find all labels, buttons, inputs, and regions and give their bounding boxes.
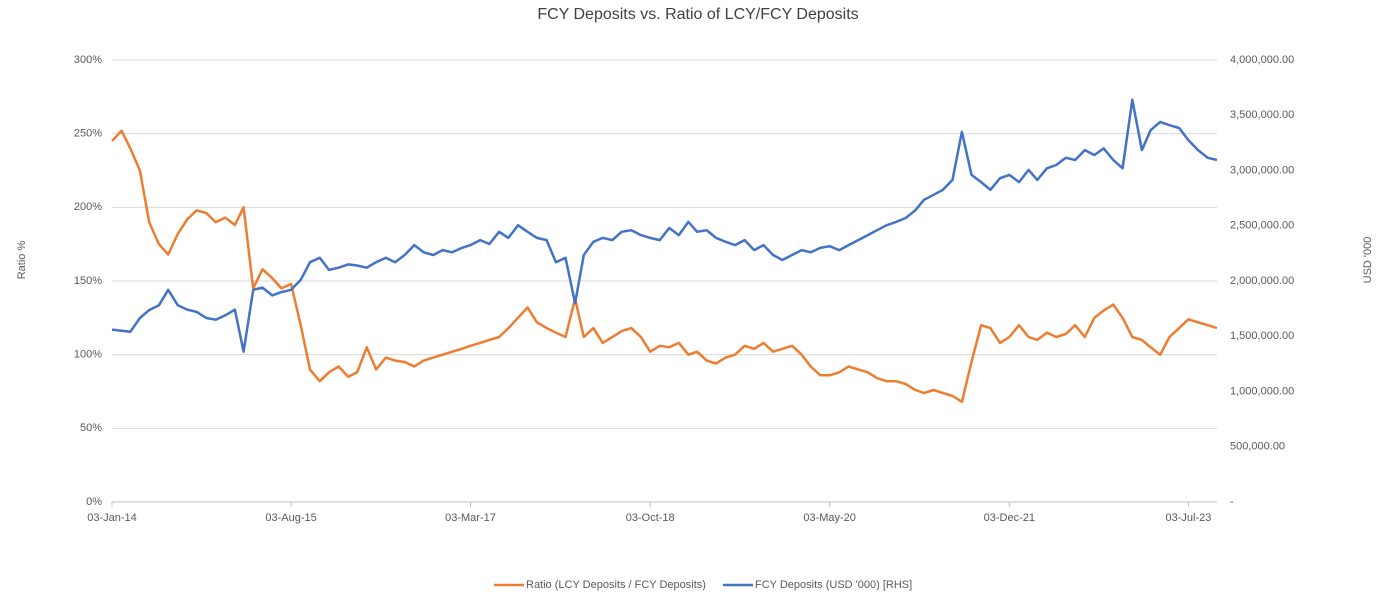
legend-label: FCY Deposits (USD '000) [RHS] xyxy=(755,579,912,591)
series-line xyxy=(111,98,1218,353)
x-tick-label: 03-Oct-18 xyxy=(626,512,675,524)
y2-tick-label: 3,500,000.00 xyxy=(1230,109,1294,121)
x-tick-label: 03-Mar-17 xyxy=(445,512,496,524)
y-tick-label: 50% xyxy=(80,422,102,434)
y-tick-label: 300% xyxy=(74,54,102,66)
y2-tick-label: 1,000,000.00 xyxy=(1230,385,1294,397)
legend-label: Ratio (LCY Deposits / FCY Deposits) xyxy=(526,579,706,591)
series-line xyxy=(111,129,1218,404)
y2-tick-label: 4,000,000.00 xyxy=(1230,54,1294,66)
y2-tick-label: 2,000,000.00 xyxy=(1230,275,1294,287)
x-tick-label: 03-Jan-14 xyxy=(87,512,137,524)
y-tick-label: 0% xyxy=(86,496,102,508)
chart-title: FCY Deposits vs. Ratio of LCY/FCY Deposi… xyxy=(537,6,858,23)
y2-tick-label: 500,000.00 xyxy=(1230,441,1285,453)
y-tick-label: 250% xyxy=(74,128,102,140)
y-tick-label: 100% xyxy=(74,349,102,361)
y2-axis-title: USD '000 xyxy=(1362,237,1374,284)
y2-tick-label: 3,000,000.00 xyxy=(1230,164,1294,176)
x-tick-label: 03-Aug-15 xyxy=(265,512,316,524)
x-tick-label: 03-Dec-21 xyxy=(984,512,1035,524)
y2-tick-label: 1,500,000.00 xyxy=(1230,330,1294,342)
y-axis-title: Ratio % xyxy=(16,241,28,280)
x-tick-label: 03-May-20 xyxy=(803,512,856,524)
y-tick-label: 200% xyxy=(74,201,102,213)
x-tick-label: 03-Jul-23 xyxy=(1166,512,1212,524)
y2-tick-label: 2,500,000.00 xyxy=(1230,220,1294,232)
y-tick-label: 150% xyxy=(74,275,102,287)
y2-tick-label: - xyxy=(1230,496,1234,508)
